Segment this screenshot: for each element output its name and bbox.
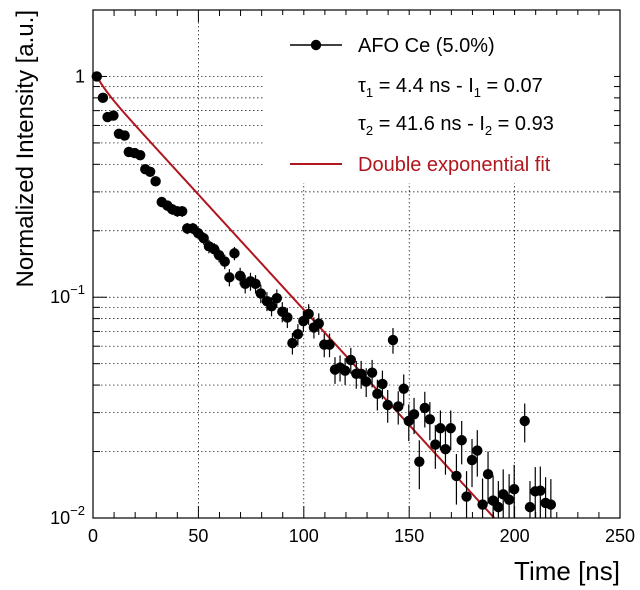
data-point (535, 485, 546, 496)
data-point (414, 456, 425, 467)
data-point (372, 388, 383, 400)
data-point (150, 176, 161, 187)
x-tick-label: 0 (88, 526, 98, 546)
data-point (345, 354, 357, 366)
data-point (108, 110, 119, 121)
data-point (282, 312, 293, 323)
fit-curve (95, 75, 495, 519)
data-point (503, 494, 515, 505)
data-point (119, 130, 130, 141)
data-point (303, 308, 314, 320)
data-point (466, 454, 478, 466)
y-tick-label: 10−2 (50, 503, 85, 528)
data-point (393, 401, 404, 412)
y-tick-label-exponent: −1 (70, 282, 85, 297)
y-tick-label-exponent: −2 (70, 503, 85, 518)
data-point (298, 315, 309, 327)
legend-tau1-symbol: τ (358, 75, 366, 97)
data-point (355, 368, 367, 379)
y-tick-label-base: 10 (50, 287, 70, 307)
data-point (477, 499, 488, 510)
data-point (451, 470, 462, 482)
data-point (524, 501, 536, 513)
data-point (435, 423, 446, 434)
x-tick-label: 200 (500, 526, 530, 546)
data-point (271, 292, 283, 304)
y-tick-label: 10−1 (50, 282, 85, 307)
legend-tau2-mid: = 41.6 ns - I (373, 113, 485, 135)
legend-tau1: τ1 = 4.4 ns - I1 = 0.07 (358, 75, 543, 100)
data-point (519, 415, 530, 427)
data-point (440, 443, 451, 455)
data-point (445, 423, 456, 434)
data-point (408, 409, 420, 420)
legend-tau1-mid: = 4.4 ns - I (373, 75, 474, 97)
data-point (219, 256, 230, 267)
legend-tau1-symbol-sub: 1 (366, 85, 373, 100)
fit-curve-layer (95, 75, 495, 519)
data-point (135, 149, 146, 161)
x-tick-label: 100 (289, 526, 319, 546)
legend-tau2-end: = 0.93 (492, 113, 554, 135)
legend-tau2-symbol: τ (358, 113, 366, 135)
legend-tau2-i-sub: 2 (485, 123, 492, 138)
x-tick-label: 50 (188, 526, 208, 546)
legend-tau2-symbol-sub: 2 (366, 123, 373, 138)
legend-data-marker (310, 39, 322, 51)
plot-frame (92, 9, 621, 519)
data-point (198, 233, 209, 244)
data-point (430, 439, 441, 450)
data-point (360, 376, 372, 387)
data-point (224, 272, 235, 283)
legend-fit-label: Double exponential fit (358, 154, 551, 176)
data-point (545, 499, 557, 510)
data-point (493, 501, 504, 513)
data-point (339, 365, 351, 376)
data-point (472, 445, 483, 456)
data-point (255, 288, 266, 299)
data-point (144, 166, 156, 177)
data-point (176, 206, 188, 217)
data-point (387, 334, 399, 346)
data-point (382, 399, 393, 411)
legend-data-label: AFO Ce (5.0%) (358, 35, 495, 57)
data-point (234, 270, 246, 282)
data-point (366, 367, 378, 378)
data-point (377, 378, 388, 390)
data-point (419, 402, 430, 414)
data-point (482, 468, 494, 480)
legend-tau1-i-sub: 1 (474, 85, 481, 100)
x-axis-label: Time [ns] (514, 556, 620, 586)
legend-tau2: τ2 = 41.6 ns - I2 = 0.93 (358, 113, 554, 138)
data-point (456, 435, 467, 446)
legend-background (264, 15, 614, 183)
data-point (324, 339, 335, 350)
data-point (424, 414, 436, 425)
data-point (97, 92, 109, 104)
data-point (313, 318, 324, 329)
data-point (292, 329, 304, 340)
legend-tau1-end: = 0.07 (481, 75, 543, 97)
legend: AFO Ce (5.0%) τ1 = 4.4 ns - I1 = 0.07 τ2… (264, 15, 614, 183)
data-point (508, 484, 520, 495)
x-tick-label: 150 (394, 526, 424, 546)
data-point (398, 383, 409, 394)
y-axis-label: Normalized Intensity [a.u.] (12, 10, 39, 287)
data-point (229, 248, 240, 259)
data-point (461, 491, 472, 502)
y-tick-label-base: 1 (75, 66, 85, 86)
data-point (250, 278, 261, 290)
y-tick-label-base: 10 (50, 508, 70, 528)
data-point (287, 337, 298, 349)
data-points-layer (91, 71, 557, 518)
y-tick-label: 1 (75, 66, 85, 86)
x-tick-label: 250 (605, 526, 635, 546)
data-point (266, 301, 277, 312)
